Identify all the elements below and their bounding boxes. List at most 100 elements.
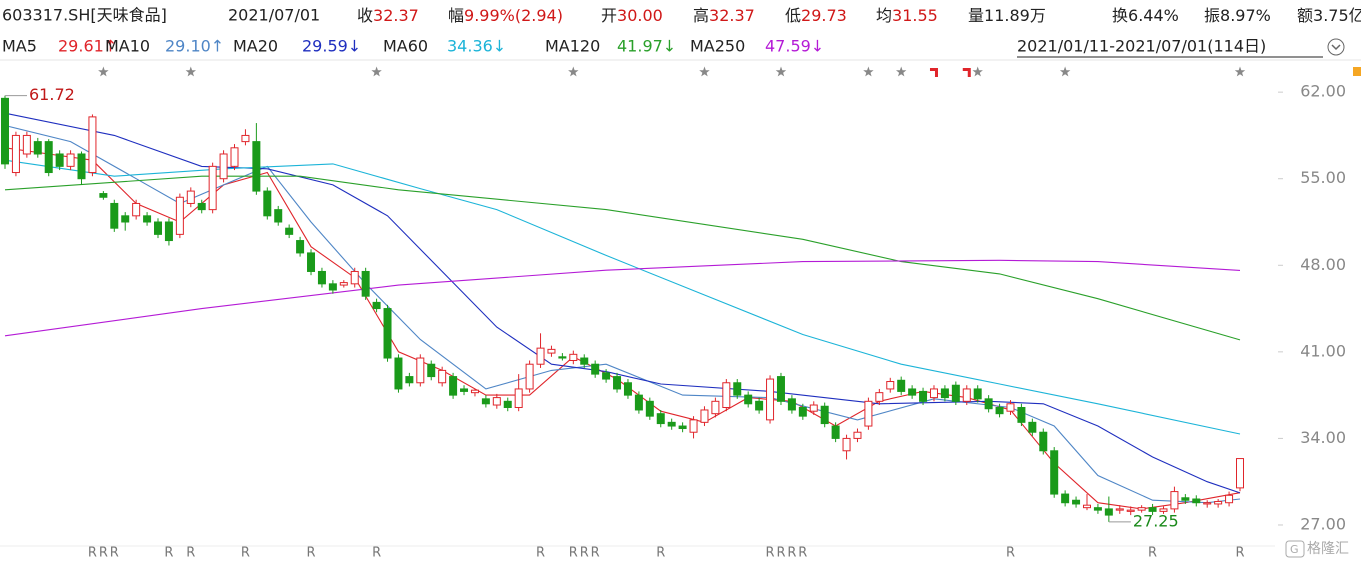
legend-name: MA20 (233, 37, 278, 56)
header-value: 8.97% (1220, 6, 1271, 25)
header-item: 高32.37 (693, 6, 755, 25)
candle-body (350, 270, 359, 285)
candle-body (547, 348, 556, 354)
candle-body (241, 134, 250, 143)
header-label: 换 (1112, 6, 1128, 25)
header-label: 均 (876, 6, 892, 25)
r-marker: R (656, 546, 665, 561)
candle-body (820, 405, 829, 425)
header-label: 收 (357, 6, 373, 25)
candle-body (22, 134, 31, 155)
header-item: 量11.89万 (968, 6, 1046, 25)
candle-body (787, 398, 796, 411)
y-tick-label: 62.00 (1300, 82, 1346, 101)
candle-body (929, 388, 938, 399)
event-star (371, 66, 382, 77)
r-marker: R (241, 546, 250, 561)
r-marker: R (1148, 546, 1157, 561)
legend-value: 29.61↑ (58, 37, 117, 56)
legend-value: 41.97↓ (617, 37, 676, 56)
annotation-label: 27.25 (1133, 511, 1179, 530)
header-item: 换6.44% (1112, 6, 1179, 25)
candle-body (1115, 508, 1124, 511)
candle-body (711, 400, 720, 415)
candle-body (514, 388, 523, 408)
candle-body (1170, 491, 1179, 510)
candle-body (634, 394, 643, 411)
candle-body (1181, 497, 1190, 501)
legend-name: MA10 (105, 37, 150, 56)
candle-body (492, 397, 501, 406)
candle-body (908, 388, 917, 396)
y-tick-label: 48.00 (1300, 255, 1346, 274)
watermark-logo: G (1285, 540, 1305, 558)
event-star (1234, 66, 1246, 77)
r-marker: R (798, 546, 807, 561)
candle-body (77, 153, 86, 180)
annotation-label: 61.72 (29, 85, 75, 104)
header-label: 高 (693, 6, 709, 25)
candle-body (481, 398, 490, 405)
candle-body (919, 390, 928, 402)
candle-body (623, 382, 632, 396)
candle-body (1137, 507, 1146, 511)
candle-body (558, 356, 567, 359)
candle-body (470, 389, 479, 394)
candle-body (591, 363, 600, 375)
candle-body (99, 193, 108, 198)
candle-body (766, 378, 775, 421)
candle-body (197, 202, 206, 211)
candle-body (208, 165, 217, 211)
r-marker: R (776, 546, 785, 561)
event-star (185, 66, 196, 77)
candle-body (1225, 494, 1234, 504)
candle-body (328, 283, 337, 291)
dropdown-icon[interactable] (1327, 38, 1345, 56)
candle-body (317, 270, 326, 285)
candle-body (1236, 458, 1244, 489)
candle-body (744, 394, 753, 405)
header-value: 32.37 (709, 6, 755, 25)
candle-body (154, 221, 163, 235)
event-flag (929, 68, 938, 77)
candle-body (121, 215, 130, 223)
candle-body (580, 357, 589, 365)
candle-body (1061, 493, 1070, 504)
candle-body (110, 202, 119, 229)
y-tick-label: 34.00 (1300, 428, 1346, 447)
candle-body (1, 97, 9, 165)
candle-body (438, 369, 447, 384)
event-star (699, 66, 710, 77)
candle-body (973, 388, 982, 400)
candle-body (427, 363, 436, 378)
ma-line (4, 112, 1241, 494)
candle-body (405, 376, 414, 384)
candle-body (33, 141, 42, 155)
event-star (98, 66, 109, 77)
logo-box (1285, 540, 1305, 558)
r-marker: R (88, 546, 97, 561)
r-marker: R (1235, 546, 1244, 561)
candle-body (11, 134, 20, 174)
date-range[interactable]: 2021/01/11-2021/07/01(114日) (1017, 37, 1266, 56)
header-value: 32.37 (373, 6, 419, 25)
header-value: 3.75亿 (1313, 6, 1361, 25)
candle-body (296, 240, 305, 254)
candle-body (175, 196, 184, 235)
candle-body (1082, 504, 1091, 509)
event-flag (962, 68, 971, 77)
ma-line (4, 124, 1241, 504)
candle-body (1050, 450, 1059, 495)
candle-body (689, 419, 698, 433)
event-star (896, 66, 907, 77)
dropdown-circle (1327, 38, 1345, 56)
legend-value: 47.59↓ (765, 37, 824, 56)
candle-body (1028, 421, 1037, 433)
candle-body (1126, 509, 1135, 512)
candle-body (984, 398, 993, 410)
header-value: 31.55 (892, 6, 938, 25)
header-value: 30.00 (617, 6, 663, 25)
header-date: 2021/07/01 (228, 6, 320, 25)
candle-body (667, 421, 676, 427)
